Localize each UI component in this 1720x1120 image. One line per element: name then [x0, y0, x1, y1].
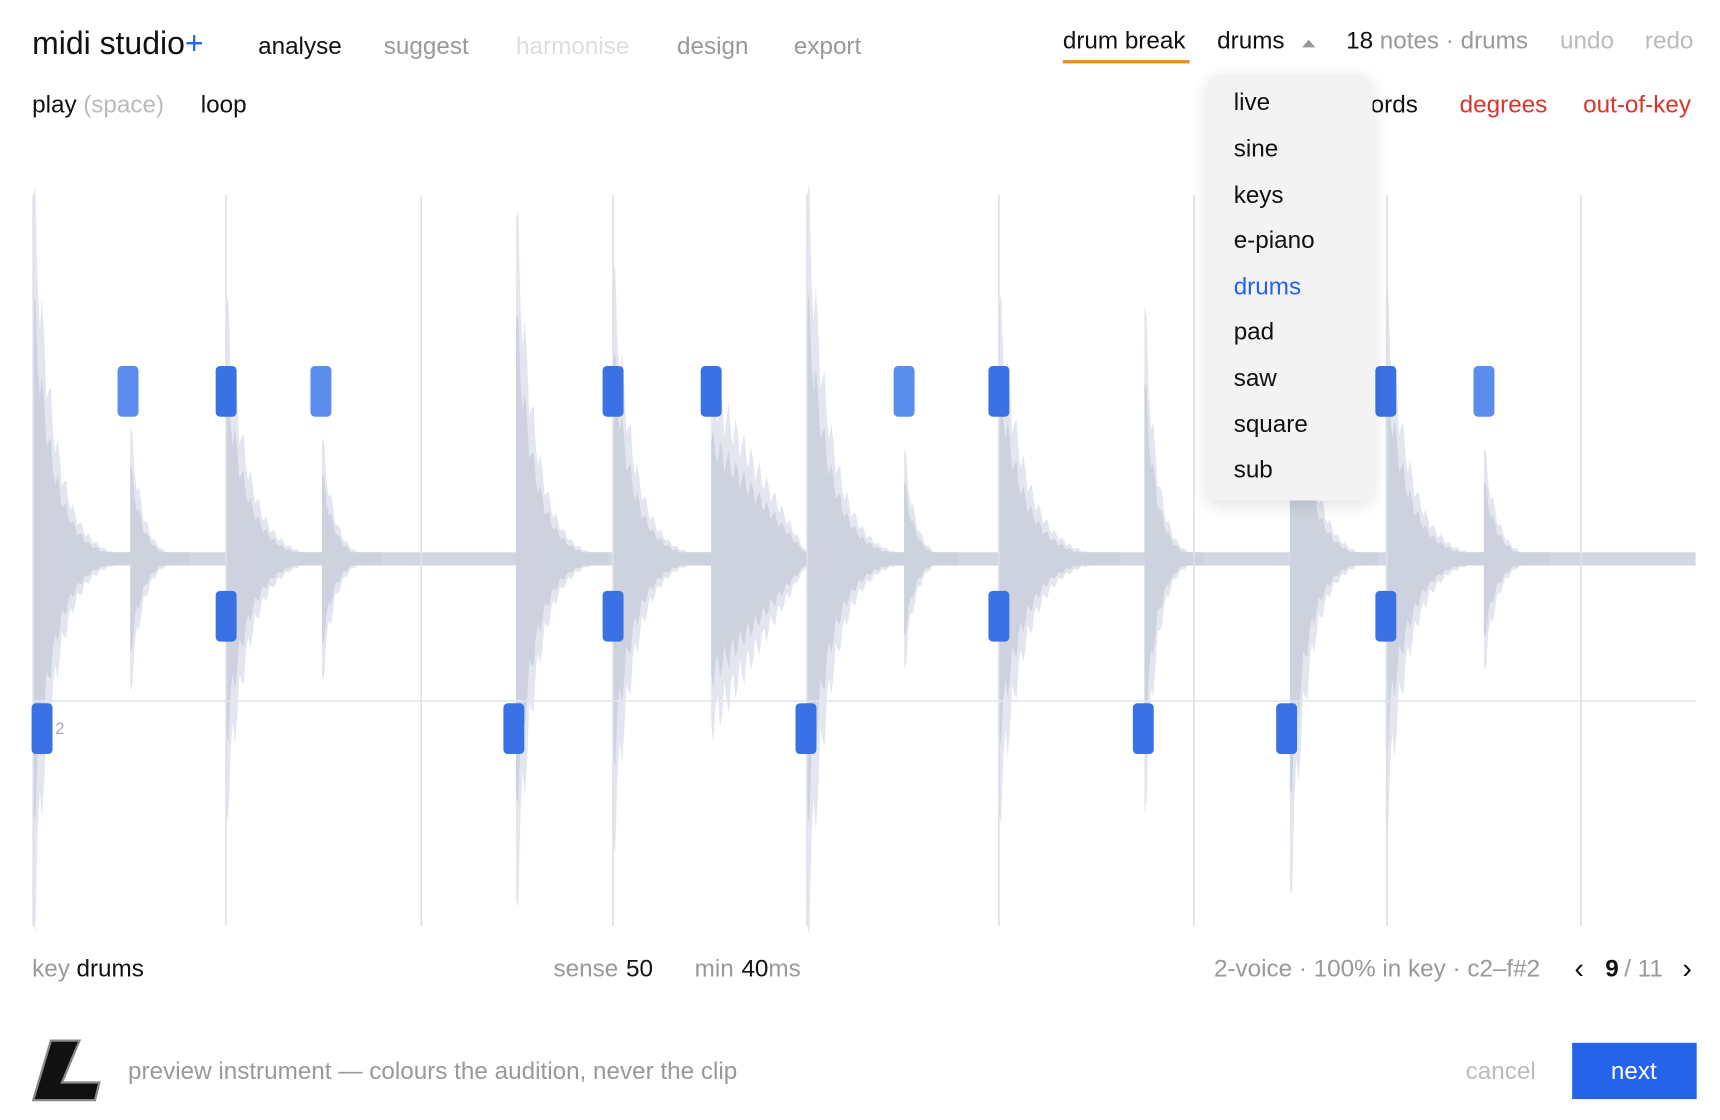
menu-item[interactable]: drums — [1234, 273, 1301, 300]
cancel-button[interactable]: cancel — [1466, 1058, 1536, 1085]
brand-plus: + — [185, 25, 204, 61]
note[interactable] — [215, 590, 237, 642]
transient-core — [130, 466, 190, 652]
note[interactable] — [503, 703, 525, 755]
menu-item[interactable]: keys — [1234, 182, 1284, 209]
menu-item[interactable]: sine — [1234, 136, 1279, 163]
transient-core — [516, 315, 609, 803]
analysis-summary: 2-voice · 100% in key · c2–f#2 — [1214, 956, 1540, 983]
view-out-of-key[interactable]: out-of-key — [1583, 91, 1692, 118]
transient-core — [807, 294, 918, 823]
caret — [1302, 39, 1316, 48]
menu-item[interactable]: live — [1234, 89, 1270, 116]
min: min 40ms — [695, 956, 801, 983]
transient-core — [1483, 481, 1551, 637]
note[interactable] — [988, 365, 1010, 417]
note-summary: 18 notes · drums — [1346, 28, 1528, 55]
redo[interactable]: redo — [1645, 28, 1694, 55]
tab[interactable]: suggest — [384, 33, 469, 60]
sense-label: sense — [554, 956, 619, 983]
menu-item[interactable]: pad — [1234, 319, 1274, 346]
note[interactable] — [310, 365, 332, 417]
transient-core — [711, 429, 811, 689]
transient-core — [1289, 324, 1379, 794]
transient-core — [226, 375, 330, 742]
next-label: next — [1611, 1058, 1657, 1085]
transient-core — [904, 481, 960, 637]
waveform — [33, 181, 1696, 937]
note[interactable] — [700, 365, 722, 417]
note[interactable] — [117, 365, 139, 417]
tab[interactable]: harmonise — [516, 33, 629, 60]
loop[interactable]: loop — [201, 91, 247, 118]
note[interactable] — [1276, 703, 1298, 755]
play-hint: (space) — [83, 91, 164, 118]
transient-core — [613, 353, 713, 765]
note-info: notes · drums — [1380, 28, 1528, 55]
min-value[interactable]: 40 — [741, 956, 768, 983]
page: 9 — [1605, 956, 1619, 983]
play-label: play — [32, 91, 77, 118]
note-count: 18 — [1346, 28, 1373, 55]
note[interactable] — [602, 590, 624, 642]
key: key drums — [32, 956, 144, 983]
clip-name[interactable]: drum break — [1063, 28, 1187, 55]
key-label: key — [32, 956, 71, 983]
view-degrees[interactable]: degrees — [1460, 91, 1548, 118]
next-arrow[interactable]: › — [1682, 953, 1692, 985]
menu-items: live sine keys e-piano drums pad saw square sub — [1234, 89, 1315, 483]
min-unit: ms — [768, 956, 800, 983]
instrument-menu — [1207, 74, 1373, 501]
menu-item[interactable]: e-piano — [1234, 227, 1315, 254]
instrument-select[interactable]: drums — [1217, 28, 1284, 55]
note[interactable] — [1132, 703, 1154, 755]
brand: midi studio+ — [32, 25, 203, 61]
key-value[interactable]: drums — [76, 956, 143, 983]
min-label: min — [695, 956, 734, 983]
note[interactable] — [1375, 590, 1397, 642]
note[interactable] — [602, 365, 624, 417]
pager: 9/ 11 — [1605, 956, 1663, 983]
tabs: analyse suggest harmonise design export — [258, 33, 861, 60]
note[interactable] — [795, 703, 817, 755]
note[interactable] — [1473, 365, 1495, 417]
tab[interactable]: export — [794, 33, 862, 60]
note[interactable] — [893, 365, 915, 417]
logo — [31, 1039, 101, 1102]
transient-core — [1144, 381, 1204, 737]
note[interactable] — [215, 365, 237, 417]
prev-button[interactable]: ‹ — [1574, 953, 1584, 985]
transient-core — [322, 474, 382, 644]
note[interactable] — [31, 703, 53, 755]
note[interactable] — [988, 590, 1010, 642]
row-label: 2 — [55, 719, 64, 738]
sense-value[interactable]: 50 — [626, 956, 653, 983]
tab[interactable]: analyse — [258, 33, 342, 60]
next-button[interactable] — [1572, 1042, 1697, 1100]
menu-item[interactable]: saw — [1234, 365, 1278, 392]
transient-core — [1385, 366, 1497, 751]
menu-item[interactable]: square — [1234, 411, 1308, 438]
note[interactable] — [1375, 365, 1397, 417]
undo[interactable]: undo — [1560, 28, 1614, 55]
sense: sense 50 — [554, 956, 653, 983]
menu-item[interactable]: sub — [1234, 456, 1273, 483]
tab[interactable]: design — [677, 33, 748, 60]
brand-name: midi studio — [32, 25, 185, 61]
play[interactable]: play (space) — [32, 91, 164, 118]
notes — [31, 365, 1495, 755]
transient-core — [33, 297, 133, 821]
transient-core — [998, 373, 1121, 745]
grid — [32, 195, 1696, 926]
hint: preview instrument — colours the auditio… — [128, 1058, 737, 1085]
page-total: / 11 — [1624, 956, 1663, 983]
